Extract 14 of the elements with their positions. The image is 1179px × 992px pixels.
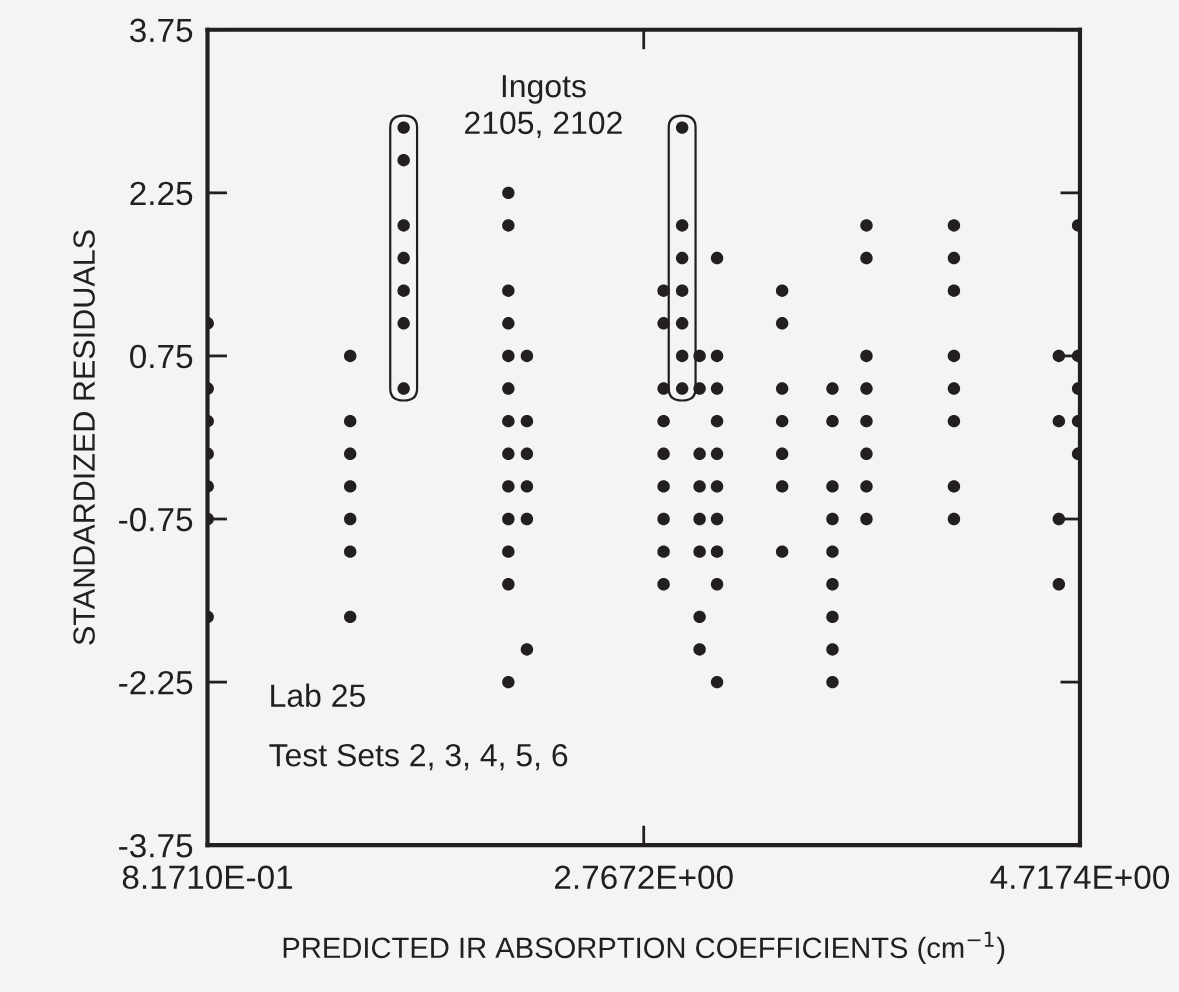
x-tick-label: 2.7672E+00: [555, 865, 733, 890]
annotation: Test Sets 2, 3, 4, 5, 6: [269, 743, 568, 771]
x-tick-label: 4.7174E+00: [990, 865, 1170, 890]
y-axis-title: STANDARDIZED RESIDUALS: [73, 230, 95, 645]
x-axis-title: PREDICTED IR ABSORPTION COEFFICIENTS (cm$^{−1}$): [283, 931, 1005, 964]
y-tick-label: -0.75: [119, 507, 193, 532]
y-tick-label: 2.25: [130, 181, 193, 206]
annotation: Lab 25: [271, 683, 365, 707]
x-tick-label: 8.1710E-01: [122, 865, 293, 890]
y-tick-label: -2.25: [119, 670, 193, 695]
y-tick-label: -3.75: [119, 833, 193, 858]
y-tick-label: 3.75: [130, 18, 193, 43]
y-tick-label: 0.75: [130, 344, 193, 369]
annotation: Ingots 2105, 2102: [465, 75, 622, 138]
